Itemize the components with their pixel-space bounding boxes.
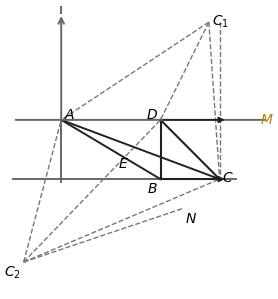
Text: $D$: $D$	[146, 108, 158, 122]
Text: $C_1$: $C_1$	[212, 14, 229, 30]
Text: $E$: $E$	[118, 157, 128, 171]
Text: $M$: $M$	[260, 113, 274, 127]
Text: $C$: $C$	[222, 171, 234, 185]
Text: $C_2$: $C_2$	[4, 265, 21, 281]
Text: $N$: $N$	[185, 212, 197, 226]
Text: $B$: $B$	[147, 182, 158, 196]
Text: $A$: $A$	[64, 108, 75, 122]
